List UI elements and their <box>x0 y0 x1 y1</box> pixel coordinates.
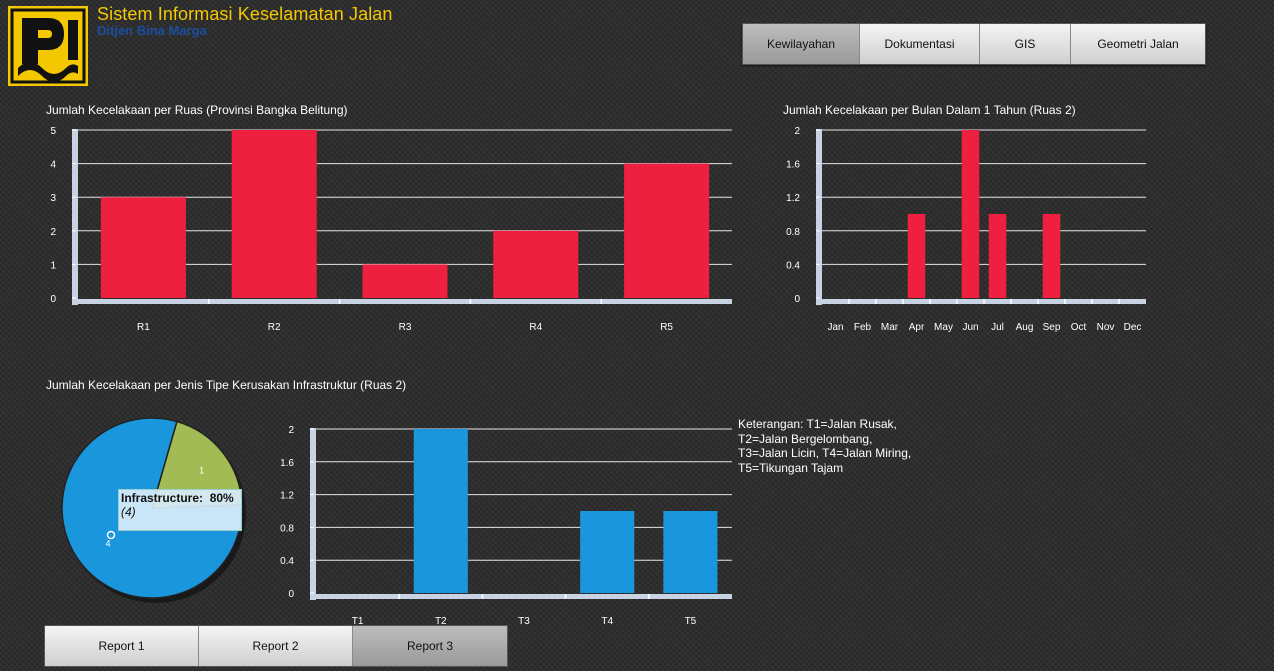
bulan-y-tick-label: 0.8 <box>786 227 800 238</box>
infra-y-tick-label: 0.4 <box>280 556 294 567</box>
pu-logo-icon <box>8 6 88 86</box>
nav-button-gis[interactable]: GIS <box>980 24 1071 64</box>
bulan-y-tick-label: 1.6 <box>786 160 800 171</box>
ruas-x-tick-label: R2 <box>268 322 281 333</box>
bulan-y-tick-label: 1.2 <box>786 193 800 204</box>
report-3-button[interactable]: Report 3 <box>353 626 507 666</box>
top-navigation: Kewilayahan Dokumentasi GIS Geometri Jal… <box>742 23 1206 65</box>
infra-y-tick-label: 1.2 <box>280 491 294 502</box>
pie-slice-label: 1 <box>199 465 204 475</box>
ruas-bar <box>100 197 186 298</box>
infra-x-tick-label: T4 <box>601 616 613 627</box>
nav-button-dokumentasi[interactable]: Dokumentasi <box>860 24 980 64</box>
ruas-x-tick-label: R4 <box>529 322 542 333</box>
report-2-button[interactable]: Report 2 <box>199 626 353 666</box>
bulan-bar <box>988 214 1007 298</box>
ruas-x-tick-label: R3 <box>399 322 412 333</box>
bulan-x-tick-label: Aug <box>1016 322 1034 333</box>
bulan-x-tick-label: Jan <box>827 322 843 333</box>
ruas-bar <box>362 264 448 298</box>
ruas-y-tick-label: 5 <box>50 126 56 137</box>
infra-bar <box>663 511 718 593</box>
app-subtitle: Ditjen Bina Marga <box>97 23 207 38</box>
pie-tooltip: Infrastructure: 80% (4) <box>118 489 242 531</box>
nav-button-kewilayahan[interactable]: Kewilayahan <box>743 24 860 64</box>
ruas-bar <box>624 163 710 298</box>
ruas-x-axis <box>72 299 732 304</box>
infra-x-tick-label: T2 <box>435 616 447 627</box>
infra-y-tick-label: 0.8 <box>280 523 294 534</box>
ruas-bar <box>231 130 317 298</box>
legend-note-line: T3=Jalan Licin, T4=Jalan Miring, <box>738 446 912 460</box>
ruas-y-tick-label: 4 <box>50 160 56 171</box>
bulan-bar <box>907 214 926 298</box>
bulan-x-axis <box>816 299 1146 304</box>
report-buttons: Report 1 Report 2 Report 3 <box>44 625 508 667</box>
infra-x-tick-label: T3 <box>518 616 530 627</box>
infra-x-tick-label: T5 <box>685 616 697 627</box>
nav-button-geometri-jalan[interactable]: Geometri Jalan <box>1071 24 1205 64</box>
ruas-y-tick-label: 2 <box>50 227 56 238</box>
ruas-y-tick-label: 0 <box>50 294 56 305</box>
pie-slice-label: 4 <box>105 538 110 548</box>
bulan-y-axis <box>816 129 822 305</box>
infra-x-axis <box>310 594 732 599</box>
bulan-x-tick-label: May <box>934 322 953 333</box>
tooltip-name: Infrastructure: <box>121 491 204 505</box>
bulan-bar <box>1042 214 1061 298</box>
bulan-x-tick-label: Jul <box>991 322 1004 333</box>
ruas-x-tick-label: R1 <box>137 322 150 333</box>
report-1-button[interactable]: Report 1 <box>45 626 199 666</box>
bulan-x-tick-label: Feb <box>854 322 872 333</box>
bulan-x-tick-label: Apr <box>909 322 925 333</box>
ruas-bar <box>493 230 579 298</box>
bulan-bar <box>961 130 980 298</box>
legend-note-line: T2=Jalan Bergelombang, <box>738 431 873 446</box>
tooltip-percent: 80% <box>209 491 234 505</box>
bulan-y-tick-label: 0.4 <box>786 260 800 271</box>
infra-y-tick-label: 2 <box>288 425 294 436</box>
infra-bar <box>580 511 635 593</box>
ruas-x-tick-label: R5 <box>660 322 673 333</box>
infra-x-tick-label: T1 <box>352 616 364 627</box>
bulan-x-tick-label: Nov <box>1097 322 1115 333</box>
legend-note-line: Keterangan: T1=Jalan Rusak, <box>738 417 897 431</box>
bulan-x-tick-label: Jun <box>962 322 978 333</box>
legend-note-line: T5=Tikungan Tajam <box>738 460 844 475</box>
pie-hover-marker <box>106 530 116 540</box>
bulan-x-tick-label: Mar <box>881 322 899 333</box>
app-title: Sistem Informasi Keselamatan Jalan <box>97 4 393 24</box>
ruas-y-tick-label: 1 <box>50 260 56 271</box>
tooltip-count: (4) <box>121 505 136 519</box>
ruas-y-axis <box>72 129 78 305</box>
chart-title-ruas: Jumlah Kecelakaan per Ruas (Provinsi Ban… <box>46 103 348 117</box>
infra-y-tick-label: 1.6 <box>280 458 294 469</box>
chart-title-infrastruktur: Jumlah Kecelakaan per Jenis Tipe Kerusak… <box>46 378 407 392</box>
bulan-x-tick-label: Oct <box>1071 322 1087 333</box>
bulan-y-tick-label: 2 <box>794 126 800 137</box>
legend-note: Keterangan: T1=Jalan Rusak, T2=Jalan Ber… <box>738 417 938 475</box>
infra-bar <box>413 429 468 593</box>
chart-title-bulan: Jumlah Kecelakaan per Bulan Dalam 1 Tahu… <box>783 103 1076 117</box>
bulan-x-tick-label: Sep <box>1043 322 1061 333</box>
ruas-y-tick-label: 3 <box>50 193 56 204</box>
infra-y-tick-label: 0 <box>288 589 294 600</box>
bulan-x-tick-label: Dec <box>1124 322 1142 333</box>
infra-y-axis <box>310 428 316 600</box>
bulan-y-tick-label: 0 <box>794 294 800 305</box>
